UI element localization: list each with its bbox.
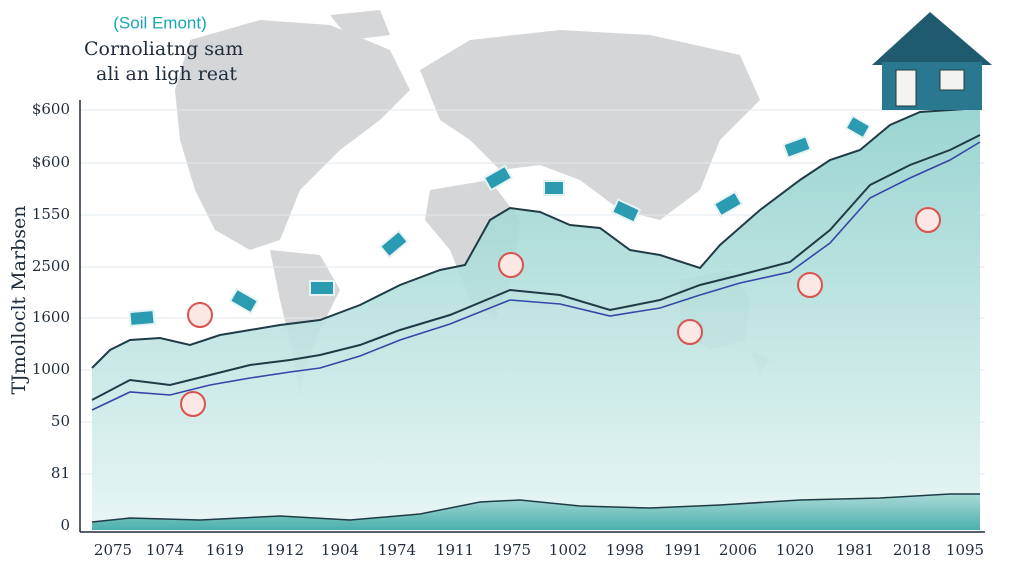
- y-tick-label: $600: [32, 100, 70, 118]
- y-tick-label: 50: [51, 412, 70, 430]
- subtitle-line: ali an ligh reat: [96, 63, 237, 85]
- x-tick-label: 1095: [946, 541, 984, 559]
- x-tick-label: 1974: [378, 541, 416, 559]
- x-tick-label: 2075: [94, 541, 132, 559]
- y-tick-label: 1000: [32, 360, 70, 378]
- y-tick-label: 1600: [32, 308, 70, 326]
- coin-icons: [180, 207, 941, 417]
- y-tick-labels: $600 $600 1550 2500 1600 1000 50 81 0: [32, 100, 70, 534]
- x-tick-label: 1904: [321, 541, 359, 559]
- subtitle-line: Cornoliatng sam: [84, 38, 243, 60]
- x-tick-label: 1911: [436, 541, 474, 559]
- x-tick-label: 1002: [549, 541, 587, 559]
- y-tick-label: 81: [51, 464, 70, 482]
- house-icon: [872, 12, 992, 110]
- area: [92, 108, 980, 530]
- y-tick-label: 2500: [32, 257, 70, 275]
- x-tick-label: 2006: [719, 541, 757, 559]
- y-axis-label: TJmolloclt Marbsen: [8, 206, 30, 395]
- bottom-line: [91, 493, 980, 523]
- y-tick-label: 0: [60, 516, 70, 534]
- x-tick-label: 1619: [206, 541, 244, 559]
- x-tick-label: 1998: [606, 541, 644, 559]
- x-tick-labels: 2075 1074 1619 1912 1904 1974 1911 1975 1002 1998…: [94, 541, 984, 559]
- x-tick-label: 1991: [664, 541, 702, 559]
- y-tick-label: $600: [32, 153, 70, 171]
- x-tick-label: 1020: [776, 541, 814, 559]
- title: (Soil Emont): [113, 13, 207, 32]
- banknote-icons: [128, 114, 872, 328]
- line-dark: [91, 134, 981, 401]
- x-tick-label: 2018: [893, 541, 931, 559]
- x-tick-label: 1912: [266, 541, 304, 559]
- y-tick-label: 1550: [32, 205, 70, 223]
- line-blue: [91, 141, 981, 411]
- x-tick-label: 1981: [836, 541, 874, 559]
- x-tick-label: 1074: [146, 541, 184, 559]
- x-tick-label: 1975: [493, 541, 531, 559]
- area-outline: [91, 107, 981, 369]
